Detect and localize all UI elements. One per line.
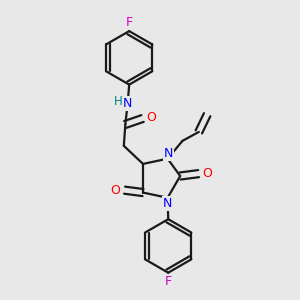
Text: O: O (146, 110, 156, 124)
Text: O: O (111, 184, 121, 197)
Text: N: N (123, 97, 132, 110)
Text: N: N (163, 196, 172, 210)
Text: H: H (114, 95, 123, 108)
Text: F: F (126, 16, 133, 29)
Text: F: F (165, 275, 172, 288)
Text: N: N (164, 147, 173, 160)
Text: O: O (202, 167, 212, 180)
